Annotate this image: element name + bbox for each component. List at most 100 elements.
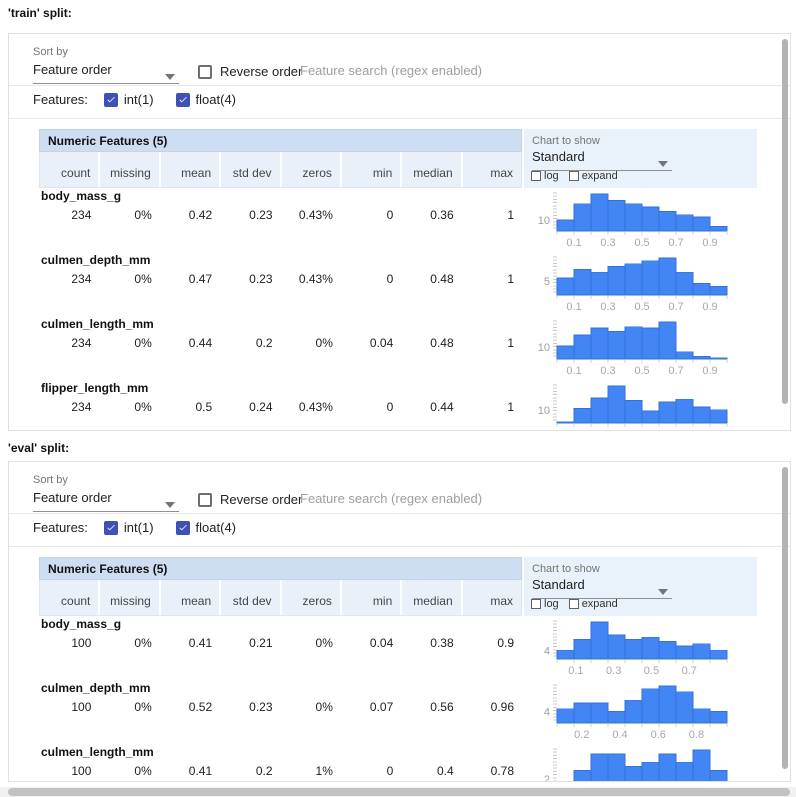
stat-value: 234 [71, 336, 92, 350]
expand-checkbox[interactable] [568, 599, 579, 609]
y-axis-tick-label: 4 [544, 707, 550, 719]
check-icon [107, 524, 115, 531]
int-filter-label: int(1) [123, 520, 154, 535]
stat-value: 0.41 [188, 764, 213, 778]
feature-name: culmen_length_mm [41, 745, 154, 759]
column-header: missing [98, 152, 158, 187]
column-header: count [61, 594, 91, 608]
x-axis-tick-label: 0.3 [600, 365, 615, 377]
feature-row: culmen_depth_mm 234 0% 0.47 0.23 0.43% 0 0.48 1 [39, 253, 522, 317]
stat-value: 0.36 [430, 208, 454, 222]
sort-by-dropdown[interactable]: Feature order [33, 60, 179, 84]
int-filter-label: int(1) [123, 92, 154, 107]
check-icon [107, 96, 115, 103]
sort-by-dropdown[interactable]: Feature order [33, 488, 179, 512]
chart-to-show-value: Standard [532, 149, 585, 164]
stat-value: 0.43% [298, 400, 333, 414]
sort-by-label: Sort by [33, 46, 68, 58]
sort-by-value: Feature order [33, 62, 112, 77]
reverse-order-checkbox[interactable] [198, 64, 212, 79]
stat-value: 1 [507, 400, 514, 414]
stat-value: 0.5 [195, 400, 213, 414]
reverse-order-checkbox[interactable] [198, 492, 212, 507]
horizontal-scrollbar [0, 787, 796, 797]
stat-value: 0 [386, 208, 394, 222]
feature-histogram: 10 0.1 0.3 0.5 0.7 0.9 [538, 192, 728, 249]
stat-value: 0% [134, 764, 152, 778]
int-filter-checkbox[interactable] [103, 92, 118, 107]
stat-value: 0.42 [188, 208, 213, 222]
column-header: zeros [279, 580, 340, 615]
feature-name: culmen_length_mm [41, 317, 154, 331]
stat-value: 0.41 [188, 636, 213, 650]
column-header: mean [158, 152, 219, 187]
features-label: Features: [33, 92, 88, 107]
int-filter-checkbox[interactable] [103, 520, 118, 535]
chart-to-show-value: Standard [532, 577, 585, 592]
stat-value: 0.56 [430, 700, 454, 714]
vertical-scrollbar [781, 36, 789, 428]
vertical-scrollbar-thumb[interactable] [782, 39, 788, 404]
x-axis-tick-label: 0.4 [612, 729, 627, 741]
chart-to-show-label: Chart to show [532, 563, 600, 575]
float-filter-checkbox[interactable] [175, 520, 190, 535]
feature-histogram: 4 0.1 0.3 0.5 0.7 [544, 620, 728, 677]
divider [9, 546, 790, 547]
stat-value: 0% [134, 636, 152, 650]
divider [9, 85, 790, 86]
x-axis-tick-label: 0.5 [634, 365, 649, 377]
column-header: min [339, 580, 400, 615]
x-axis-tick-label: 0.3 [600, 429, 615, 431]
feature-search-input[interactable] [300, 489, 548, 514]
stat-value: 0.44 [188, 336, 213, 350]
feature-histogram: 20.20.40.6 [544, 748, 728, 782]
column-header: missing [98, 580, 158, 615]
x-axis-tick-label: 0.5 [634, 301, 649, 313]
stat-value: 0.07 [369, 700, 394, 714]
stat-value: 0.04 [369, 636, 394, 650]
stat-value: 234 [71, 272, 92, 286]
y-axis-tick-label: 5 [544, 276, 550, 288]
y-axis-tick-label: 2 [544, 774, 550, 782]
horizontal-scrollbar-thumb[interactable] [8, 788, 790, 796]
column-header: max [460, 580, 521, 615]
stat-value: 0.04 [369, 336, 394, 350]
log-checkbox[interactable] [531, 599, 541, 609]
log-checkbox[interactable] [531, 171, 541, 181]
chart-to-show-label: Chart to show [532, 135, 600, 147]
expand-label: expand [581, 598, 618, 610]
feature-search-input[interactable] [300, 61, 548, 86]
dropdown-arrow-icon [658, 155, 668, 170]
check-icon [178, 96, 187, 103]
chart-controls-box: Chart to show Standard log expand [524, 129, 757, 188]
stat-value: 0.2 [255, 764, 273, 778]
stat-value: 0.4 [436, 764, 454, 778]
float-filter-checkbox[interactable] [175, 92, 190, 107]
stat-value: 234 [71, 400, 92, 414]
stat-value: 0.23 [249, 700, 273, 714]
feature-name: culmen_depth_mm [41, 681, 151, 695]
expand-label: expand [581, 170, 618, 182]
expand-checkbox[interactable] [568, 171, 579, 181]
stat-value: 1 [507, 336, 514, 350]
feature-name: flipper_length_mm [41, 381, 149, 395]
chart-to-show-dropdown[interactable]: Standard [532, 147, 672, 171]
stat-value: 0.52 [188, 700, 213, 714]
x-axis-tick-label: 0.9 [702, 301, 717, 313]
divider [9, 513, 790, 514]
stat-value: 0% [134, 700, 152, 714]
x-axis-tick-label: 0.5 [634, 429, 649, 431]
chart-to-show-dropdown[interactable]: Standard [532, 575, 672, 599]
stat-value: 1% [315, 764, 333, 778]
stat-value: 0% [134, 336, 152, 350]
sort-by-label: Sort by [33, 474, 68, 486]
stat-value: 0% [134, 272, 152, 286]
stat-value: 0% [134, 400, 152, 414]
x-axis-tick-label: 0.5 [644, 665, 659, 677]
log-label: log [544, 170, 559, 182]
x-axis-tick-label: 0.3 [600, 237, 615, 249]
stat-value: 0 [386, 764, 394, 778]
vertical-scrollbar-thumb[interactable] [782, 467, 788, 770]
feature-row: flipper_length_mm 234 0% 0.5 0.24 0.43% 0 0.44 1 [39, 381, 522, 430]
feature-name: culmen_depth_mm [41, 253, 151, 267]
